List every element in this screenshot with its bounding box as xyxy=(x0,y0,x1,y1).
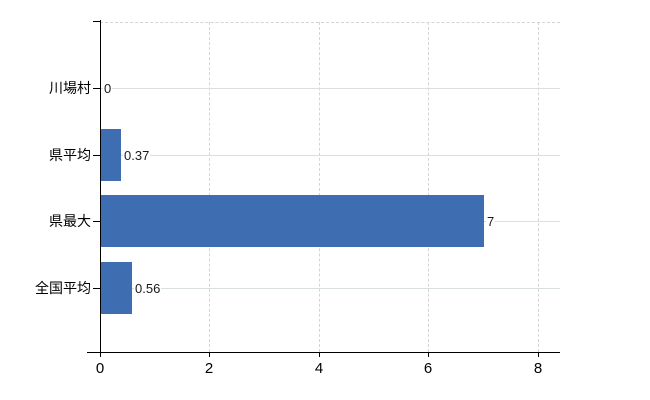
x-gridline xyxy=(538,22,539,352)
category-gridline xyxy=(101,88,560,89)
category-gridline xyxy=(101,155,560,156)
x-axis-tick xyxy=(319,352,320,357)
x-gridline xyxy=(209,22,210,352)
bar-value-label: 0 xyxy=(103,81,113,96)
x-axis-tick-label: 6 xyxy=(423,360,433,377)
x-axis-tick xyxy=(100,352,101,357)
category-label: 県平均 xyxy=(49,147,91,163)
x-axis-tick xyxy=(209,352,210,357)
plot-top-border xyxy=(100,22,560,23)
x-axis-tick xyxy=(428,352,429,357)
y-axis-top-tick xyxy=(93,21,100,22)
bar-3 xyxy=(101,262,132,314)
category-label: 川場村 xyxy=(49,80,91,96)
y-axis-tick xyxy=(93,155,100,156)
x-gridline xyxy=(319,22,320,352)
y-axis-line xyxy=(100,20,101,352)
category-label: 県最大 xyxy=(49,213,91,229)
category-label: 全国平均 xyxy=(35,280,91,296)
y-axis-tick xyxy=(93,221,100,222)
bar-value-label: 0.37 xyxy=(123,148,151,163)
x-axis-line xyxy=(87,352,560,353)
bar-value-label: 0.56 xyxy=(134,281,162,296)
category-gridline xyxy=(101,288,560,289)
x-axis-tick-label: 4 xyxy=(314,360,324,377)
bar-1 xyxy=(101,129,121,181)
x-axis-tick-label: 2 xyxy=(204,360,214,377)
bar-value-label: 7 xyxy=(486,214,496,229)
y-axis-tick xyxy=(93,88,100,89)
x-axis-tick-label: 8 xyxy=(533,360,543,377)
bar-2 xyxy=(101,195,484,247)
x-axis-tick-label: 0 xyxy=(95,360,105,377)
y-axis-tick xyxy=(93,288,100,289)
x-axis-tick xyxy=(538,352,539,357)
x-gridline xyxy=(428,22,429,352)
